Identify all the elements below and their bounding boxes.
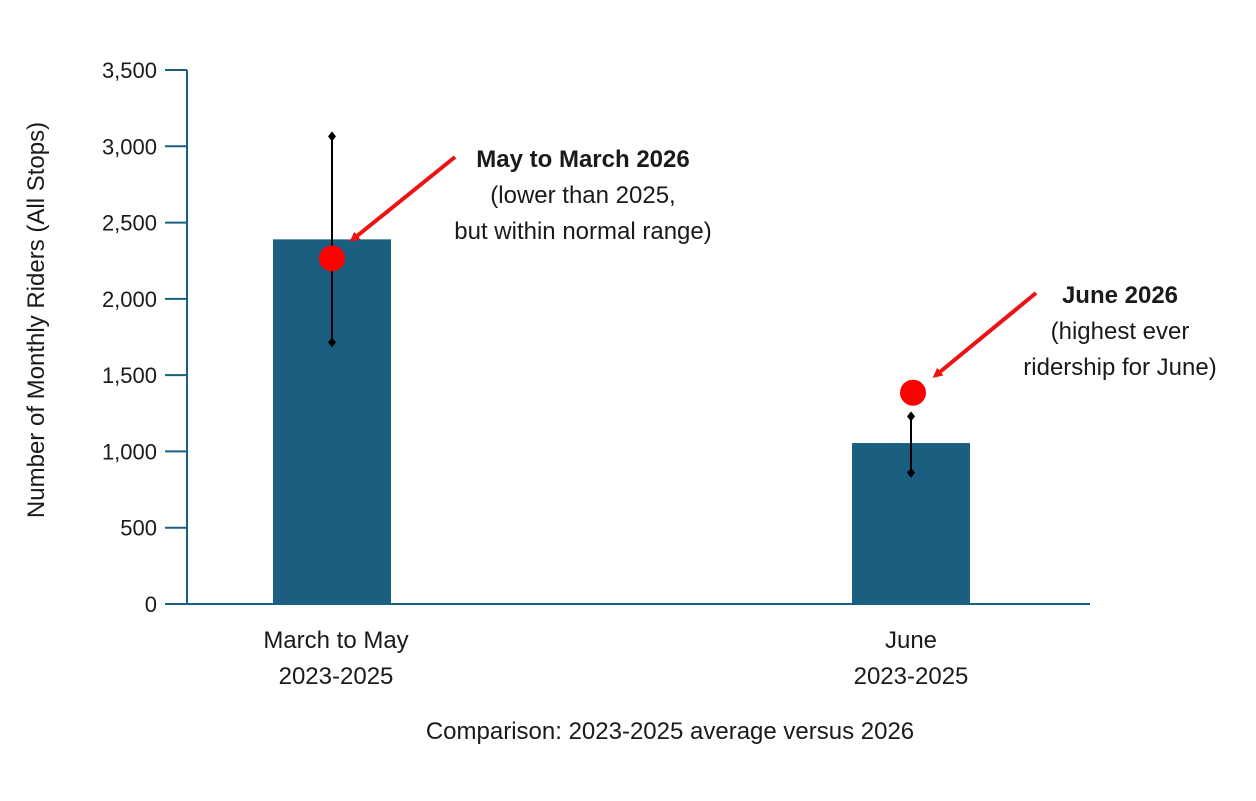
y-tick-label: 2,500 xyxy=(102,211,157,236)
y-tick-label: 1,500 xyxy=(102,363,157,388)
y-tick-label: 500 xyxy=(120,516,157,541)
y-tick-label: 3,000 xyxy=(102,134,157,159)
points-2026 xyxy=(319,245,926,406)
x-axis-title: Comparison: 2023-2025 average versus 202… xyxy=(426,718,914,745)
annotation-arrow xyxy=(349,155,457,242)
annotation-text: but within normal range) xyxy=(454,218,711,245)
error-bar-cap xyxy=(328,337,336,348)
error-bar-cap xyxy=(907,411,915,422)
error-bar-cap xyxy=(328,131,336,142)
y-tick-label: 2,000 xyxy=(102,287,157,312)
bars xyxy=(273,239,970,604)
y-tick-label: 0 xyxy=(145,592,157,617)
annotation-text: (lower than 2025, xyxy=(490,182,675,209)
y-tick-label: 1,000 xyxy=(102,439,157,464)
point-2026 xyxy=(900,379,926,406)
y-axis-ticks: 0 500 1,000 1,500 2,000 2,500 3,000 3,500 xyxy=(102,58,187,617)
annotation-text: ridership for June) xyxy=(1023,354,1216,381)
annotation-title: May to March 2026 xyxy=(476,146,689,173)
annotation-text: (highest ever xyxy=(1051,318,1190,345)
x-category-label: March to May 2023-2025 xyxy=(263,627,408,690)
y-tick-label: 3,500 xyxy=(102,58,157,83)
annotations: May to March 2026 (lower than 2025, but wi… xyxy=(349,146,1217,381)
x-axis-category-labels: March to May 2023-2025 June 2023-2025 xyxy=(263,627,968,690)
annotation-title: June 2026 xyxy=(1062,282,1178,309)
annotation-arrow xyxy=(932,291,1038,378)
point-2026 xyxy=(319,245,345,272)
error-bar-cap xyxy=(907,467,915,478)
axes xyxy=(165,70,1090,605)
x-category-label: June 2023-2025 xyxy=(854,627,969,690)
y-axis-title: Number of Monthly Riders (All Stops) xyxy=(23,122,50,518)
error-bars xyxy=(328,131,915,478)
